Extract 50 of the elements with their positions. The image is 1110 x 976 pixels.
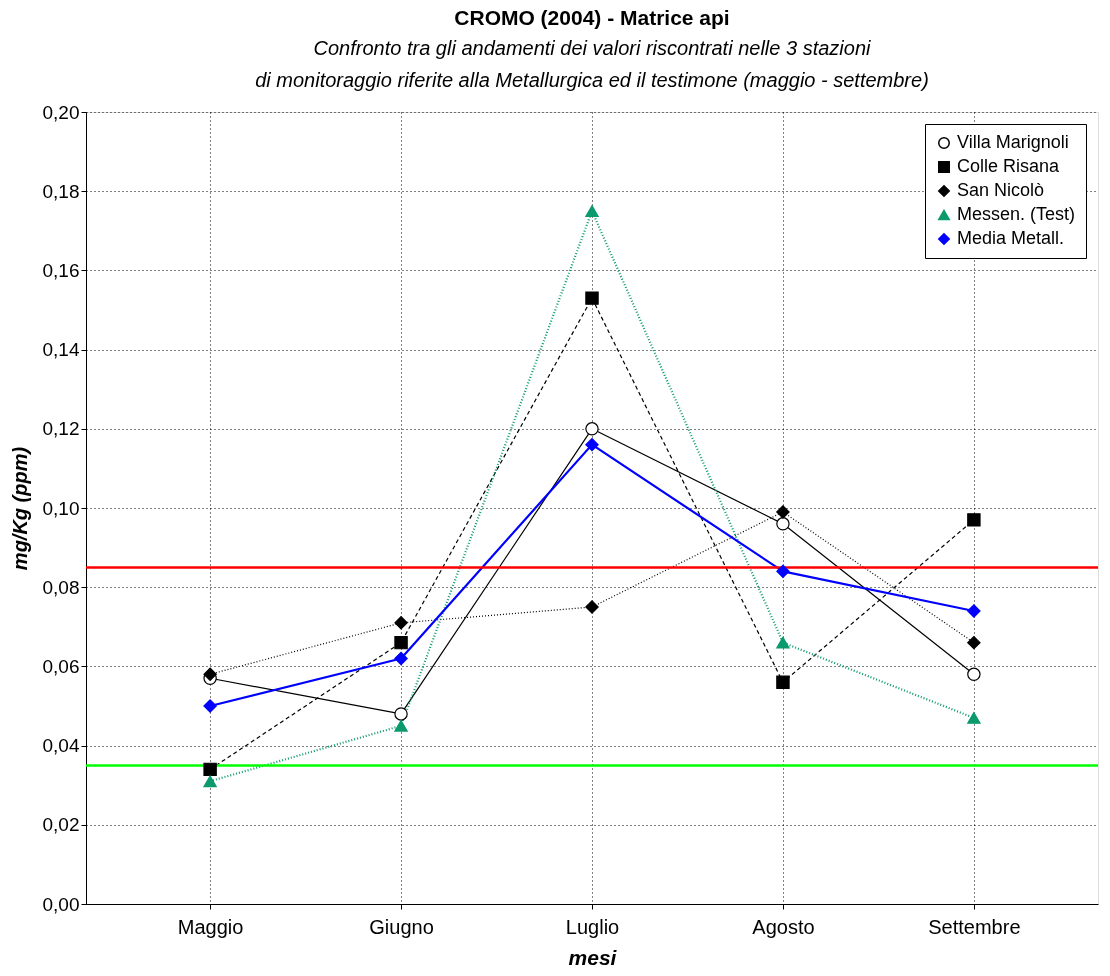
point (967, 635, 981, 650)
point (585, 205, 599, 217)
chart-title: CROMO (2004) - Matrice api (454, 6, 730, 29)
point (967, 667, 981, 682)
point (585, 600, 599, 614)
point (203, 699, 217, 713)
x-tick-label: Agosto (752, 915, 815, 938)
y-tick-label: 0,12 (42, 418, 80, 440)
legend-label: Media Metall. (957, 228, 1065, 248)
x-tick-label: Luglio (565, 915, 620, 938)
point (585, 422, 599, 436)
y-tick-label: 0,20 (42, 101, 80, 123)
point (585, 291, 599, 305)
legend-label: Colle Risana (957, 156, 1061, 176)
y-tick-label: 0,16 (42, 259, 80, 281)
y-tick-label: 0,02 (42, 814, 80, 836)
x-tick-label: Settembre (928, 915, 1021, 938)
point (203, 775, 217, 788)
y-tick-label: 0,04 (42, 735, 80, 757)
x-tick-label: Giugno (369, 915, 434, 938)
point (776, 564, 790, 579)
x-axis-title: mesi (568, 945, 618, 969)
point (394, 719, 408, 732)
point (776, 517, 790, 531)
point (394, 635, 408, 650)
y-tick-label: 0,00 (42, 893, 80, 915)
point (585, 437, 599, 452)
legend-label: San Nicolò (957, 180, 1045, 200)
y-tick-label: 0,10 (42, 497, 80, 519)
text: Confronto tra gli andamenti dei valori riscontrati nelle 3 stazioni (313, 37, 871, 59)
point (776, 505, 790, 519)
y-tick-label: 0,08 (42, 576, 80, 598)
point (967, 711, 981, 724)
point (394, 707, 408, 721)
y-tick-label: 0,14 (42, 339, 80, 361)
legend-label: Messen. (Test) (957, 204, 1076, 224)
point (776, 636, 790, 649)
point (394, 651, 408, 666)
text: di monitoraggio riferite alla Metallurgica ed il testimone (maggio - settembre) (255, 69, 929, 91)
point (776, 675, 790, 689)
point (203, 762, 217, 777)
y-tick-label: 0,18 (42, 180, 80, 202)
point (394, 616, 408, 630)
point (967, 513, 981, 527)
x-tick-label: Maggio (177, 915, 244, 938)
point (967, 604, 981, 618)
y-axis-title: mg/Kg (ppm) (8, 446, 31, 571)
point (203, 667, 217, 682)
legend-label: Villa Marignoli (957, 132, 1069, 152)
y-tick-label: 0,06 (42, 655, 80, 677)
